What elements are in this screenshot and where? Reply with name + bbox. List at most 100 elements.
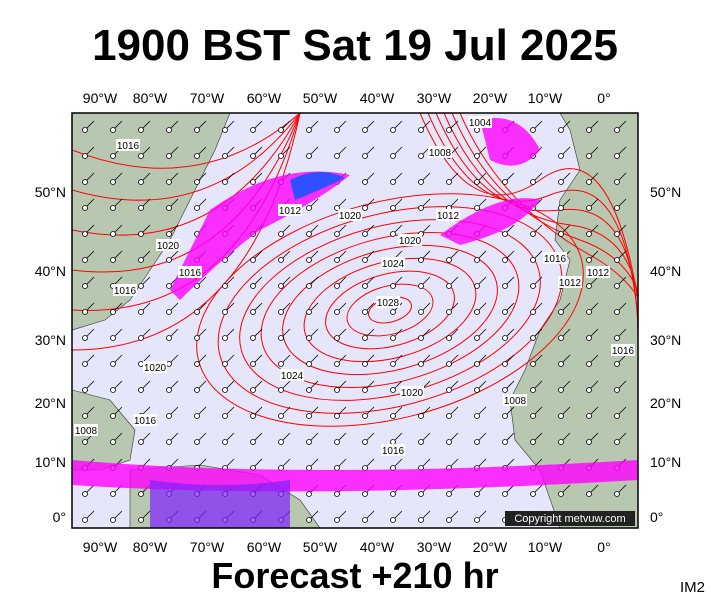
barb-station xyxy=(250,153,256,159)
barb-station xyxy=(166,283,172,289)
isobar-label: 1016 xyxy=(179,268,202,279)
isobar xyxy=(72,113,301,351)
barb-station xyxy=(362,517,368,523)
barb-station xyxy=(418,153,424,159)
barb-station xyxy=(446,361,452,367)
barb-station xyxy=(222,335,228,341)
title: 1900 BST Sat 19 Jul 2025 xyxy=(92,21,618,70)
barb-station xyxy=(194,361,200,367)
barb-station xyxy=(362,335,368,341)
barb-station xyxy=(110,387,116,393)
isobar-label: 1012 xyxy=(587,268,610,279)
latitude-label: 30°N xyxy=(650,332,681,348)
barb-station xyxy=(194,205,200,211)
barb-station xyxy=(334,517,340,523)
barb-station xyxy=(166,205,172,211)
barb-station xyxy=(586,205,592,211)
barb-station xyxy=(418,517,424,523)
precipitation xyxy=(440,198,540,245)
barb-station xyxy=(390,335,396,341)
barb-station xyxy=(306,335,312,341)
barb-station xyxy=(194,179,200,185)
barb-station xyxy=(334,309,340,315)
barb-station xyxy=(614,361,620,367)
barb-station xyxy=(446,335,452,341)
barb-station xyxy=(138,153,144,159)
isobar-label-box xyxy=(376,296,400,308)
barb-station xyxy=(334,231,340,237)
barb-station xyxy=(558,179,564,185)
isobar-label: 1024 xyxy=(281,371,304,382)
barb-station xyxy=(250,257,256,263)
barb-station xyxy=(110,257,116,263)
isobar xyxy=(459,113,638,400)
barb-station xyxy=(474,257,480,263)
barb-station xyxy=(530,491,536,497)
barb-station xyxy=(502,439,508,445)
barb-station xyxy=(82,127,88,133)
isobar-label: 1008 xyxy=(75,426,98,437)
isobar xyxy=(451,113,638,380)
isobar-label: 1024 xyxy=(382,259,405,270)
isobar-label-box xyxy=(381,444,405,456)
barb-station xyxy=(530,257,536,263)
barb-station xyxy=(530,283,536,289)
footer: Forecast +210 hr xyxy=(211,555,498,596)
precipitation xyxy=(170,171,350,300)
barb-station xyxy=(82,309,88,315)
barb-station xyxy=(278,127,284,133)
isobar xyxy=(72,113,301,201)
barb-station xyxy=(362,257,368,263)
barb-station xyxy=(110,179,116,185)
barb-station xyxy=(446,517,452,523)
barb-station xyxy=(250,439,256,445)
barb-station xyxy=(82,283,88,289)
barb-station xyxy=(250,335,256,341)
barb-station xyxy=(418,361,424,367)
barb-station xyxy=(166,257,172,263)
latitude-label: 0° xyxy=(53,509,66,525)
isobar xyxy=(419,113,638,301)
longitude-label: 90°W xyxy=(83,539,118,555)
barb-station xyxy=(306,491,312,497)
barb-station xyxy=(250,413,256,419)
latitude-label: 20°N xyxy=(650,395,681,411)
barb-station xyxy=(166,387,172,393)
barb-station xyxy=(362,127,368,133)
isobar-label: 1008 xyxy=(504,396,527,407)
isobar-label-box xyxy=(468,116,492,128)
barb-station xyxy=(474,491,480,497)
barb-station xyxy=(446,413,452,419)
longitude-label: 30°W xyxy=(417,90,452,106)
barb-station xyxy=(362,491,368,497)
barb-station xyxy=(586,309,592,315)
isobar-label-box xyxy=(586,266,610,278)
barb-station xyxy=(166,153,172,159)
barb-station xyxy=(446,127,452,133)
barb-station xyxy=(474,205,480,211)
barb-station xyxy=(502,283,508,289)
barb-station xyxy=(222,439,228,445)
barb-station xyxy=(390,361,396,367)
isobar-label: 1012 xyxy=(279,206,302,217)
barb-station xyxy=(278,309,284,315)
barb-station xyxy=(446,439,452,445)
barb-station xyxy=(614,335,620,341)
barb-station xyxy=(82,153,88,159)
barb-station xyxy=(530,309,536,315)
barb-station xyxy=(306,309,312,315)
barb-station xyxy=(138,231,144,237)
barb-station xyxy=(586,153,592,159)
barb-station xyxy=(110,127,116,133)
barb-station xyxy=(586,257,592,263)
barb-station xyxy=(614,387,620,393)
barb-station xyxy=(306,257,312,263)
barb-station xyxy=(334,283,340,289)
barb-station xyxy=(138,361,144,367)
barb-station xyxy=(362,153,368,159)
barb-station xyxy=(390,491,396,497)
isobar xyxy=(72,113,301,236)
barb-station xyxy=(530,231,536,237)
barb-station xyxy=(194,335,200,341)
barb-station xyxy=(194,309,200,315)
